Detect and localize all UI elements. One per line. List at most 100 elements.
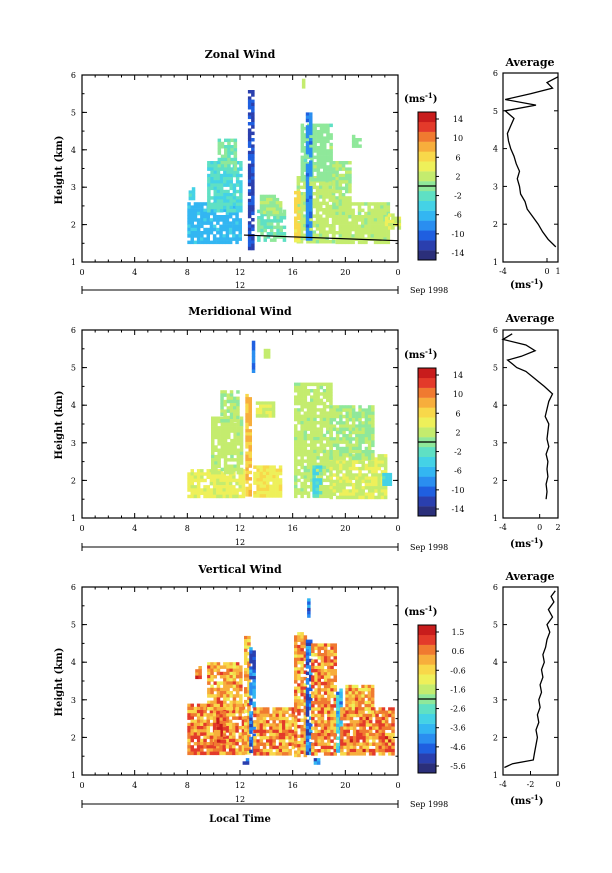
heatmap-cell [307,614,311,618]
heatmap-cell [315,211,320,215]
heatmap-cell [222,240,226,245]
heatmap-cell [253,710,257,714]
heatmap-cell [256,739,260,743]
heatmap-cell [188,196,193,201]
heatmap-cell [196,710,201,714]
heatmap-cell [328,214,333,218]
heatmap-cell [336,717,340,721]
heatmap-cell [316,427,320,431]
heatmap-cell [335,196,339,200]
heatmap-cell [303,744,308,748]
heatmap-cell [232,485,236,489]
heatmap-cell [313,149,317,153]
heatmap-cell [371,479,375,484]
heatmap-cell [206,215,210,219]
heatmap-cell [219,681,224,685]
heatmap-cell [206,218,210,222]
heatmap-cell [245,451,249,455]
heatmap-cell [377,476,381,480]
heatmap-cell [217,448,221,452]
heatmap-cell [256,720,260,724]
heatmap-cell [329,430,333,435]
heatmap-cell [380,227,384,232]
heatmap-cell [239,193,243,197]
heatmap-cell [377,218,381,222]
heatmap-cell [367,437,372,441]
heatmap-cell [328,198,333,202]
heatmap-cell [305,176,310,180]
heatmap-cell [190,732,194,736]
heatmap-cell [232,726,236,730]
heatmap-cell [244,642,248,646]
heatmap-cell [262,742,267,746]
heatmap-cell [316,421,320,425]
heatmap-cell [232,681,237,685]
heatmap-cell [327,729,331,734]
heatmap-cell [364,240,368,245]
heatmap-cell [300,136,305,140]
heatmap-cell [367,427,372,432]
heatmap-cell [378,707,382,711]
heatmap-cell [190,485,194,489]
heatmap-cell [341,231,346,235]
heatmap-cell [341,164,346,168]
heatmap-cell [319,123,324,128]
heatmap-cell [297,437,301,441]
heatmap-cell [315,195,320,199]
heatmap-cell [364,479,369,484]
heatmap-cell [345,473,349,477]
heatmap-cell [382,479,386,483]
heatmap-cell [325,214,329,218]
colorbar-swatch [418,703,436,714]
heatmap-cell [327,701,331,705]
heatmap-cell [313,401,317,406]
heatmap-cell [358,446,362,451]
heatmap-cell [223,180,227,184]
heatmap-cell [329,414,333,419]
heatmap-cell [335,446,340,451]
heatmap-cell [247,680,251,685]
heatmap-cell [217,148,222,152]
heatmap-cell [319,182,323,186]
heatmap-cell [323,126,327,131]
heatmap-cell [357,227,362,232]
heatmap-cell [338,221,343,225]
heatmap-cell [329,476,333,480]
heatmap-cell [338,234,343,238]
heatmap-cell [251,106,255,110]
heatmap-cell [305,662,310,666]
heatmap-cell [361,473,365,477]
heatmap-cell [320,717,325,721]
heatmap-cell [297,469,301,473]
heatmap-cell [329,463,333,468]
heatmap-cell [253,491,257,495]
heatmap-cell [364,440,369,444]
heatmap-cell [310,411,314,415]
heatmap-cell [345,211,349,216]
heatmap-cell [309,639,313,644]
heatmap-cell [235,703,240,708]
heatmap-cell [305,214,310,219]
heatmap-cell [343,723,347,727]
heatmap-cell [310,449,314,454]
heatmap-cell [319,142,324,147]
heatmap-cell [224,145,228,149]
heatmap-cell [294,232,298,236]
heatmap-cell [241,719,246,724]
heatmap-cell [348,479,353,484]
heatmap-cell [364,202,368,206]
heatmap-cell [249,698,253,702]
heatmap-cell [300,453,304,457]
heatmap-cell [303,478,308,483]
heatmap-cell [266,484,270,489]
heatmap-cell [359,720,363,724]
heatmap-cell [329,411,333,416]
heatmap-cell [367,691,372,695]
profile-y-tick-label: 6 [493,583,498,592]
heatmap-cell [247,738,251,742]
heatmap-cell [330,653,334,657]
heatmap-cell [233,157,238,162]
heatmap-cell [327,723,331,727]
heatmap-cell [266,207,270,211]
